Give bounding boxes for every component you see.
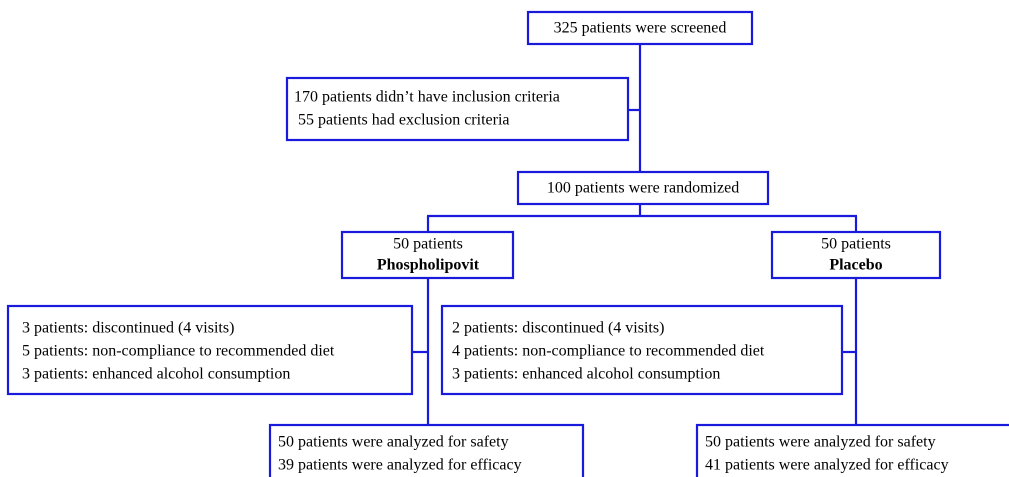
node-text: 3 patients: discontinued (4 visits) bbox=[22, 320, 234, 337]
node-text: Phospholipovit bbox=[377, 257, 480, 274]
node-text: 50 patients were analyzed for safety bbox=[278, 434, 509, 451]
node: 100 patients were randomized bbox=[516, 170, 770, 206]
node: 50 patients Placebo bbox=[770, 230, 942, 280]
node: 2 patients: discontinued (4 visits) 4 pa… bbox=[440, 304, 844, 396]
node-text: 2 patients: discontinued (4 visits) bbox=[452, 320, 664, 337]
node-text: 5 patients: non-compliance to recommende… bbox=[22, 343, 335, 360]
node-box bbox=[340, 230, 515, 280]
node-text: 3 patients: enhanced alcohol consumption bbox=[22, 366, 290, 383]
node-text: 50 patients bbox=[393, 236, 463, 253]
node-text: 325 patients were screened bbox=[554, 20, 727, 37]
node-text: 41 patients were analyzed for efficacy bbox=[705, 457, 949, 474]
node: 50 patients were analyzed for safety 39 … bbox=[268, 423, 585, 477]
node: 170 patients didn’t have inclusion crite… bbox=[285, 76, 630, 142]
node-text: 39 patients were analyzed for efficacy bbox=[278, 457, 522, 474]
node-text: 50 patients bbox=[821, 236, 891, 253]
node: 50 patients were analyzed for safety 41 … bbox=[695, 423, 1009, 477]
node-box bbox=[6, 304, 414, 396]
node-text: 100 patients were randomized bbox=[547, 180, 739, 197]
node-text: Placebo bbox=[829, 257, 882, 274]
node-box bbox=[268, 423, 585, 477]
node-text: 55 patients had exclusion criteria bbox=[294, 112, 509, 129]
node-text: 170 patients didn’t have inclusion crite… bbox=[294, 89, 560, 106]
node-text: 4 patients: non-compliance to recommende… bbox=[452, 343, 765, 360]
node: 50 patients Phospholipovit bbox=[340, 230, 515, 280]
connectors bbox=[412, 44, 858, 425]
node-box bbox=[526, 10, 754, 46]
node-box bbox=[516, 170, 770, 206]
node: 3 patients: discontinued (4 visits) 5 pa… bbox=[6, 304, 414, 396]
node-text: 50 patients were analyzed for safety bbox=[705, 434, 936, 451]
node-text: 3 patients: enhanced alcohol consumption bbox=[452, 366, 720, 383]
node: 325 patients were screened bbox=[526, 10, 754, 46]
node-box bbox=[695, 423, 1009, 477]
node-box bbox=[770, 230, 942, 280]
node-box bbox=[440, 304, 844, 396]
node-box bbox=[285, 76, 630, 142]
